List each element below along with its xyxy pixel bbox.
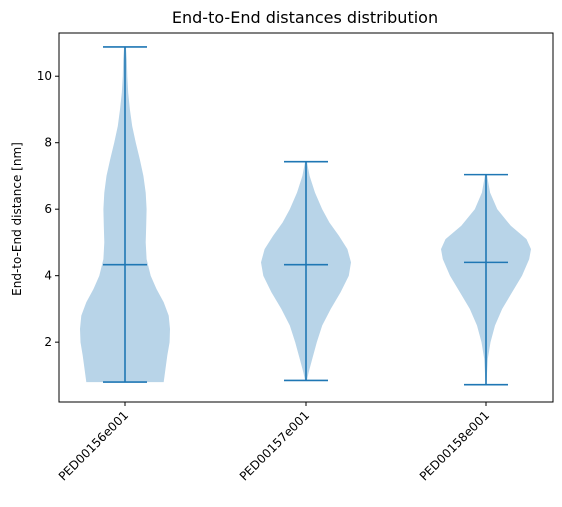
y-tick-label: 2: [44, 335, 52, 349]
y-tick-label: 10: [37, 69, 52, 83]
y-axis: 2 4 6 8 10: [37, 69, 59, 349]
x-tick-label: PED00156e001: [56, 408, 131, 483]
x-tick-label: PED00157e001: [237, 408, 312, 483]
x-tick-label: PED00158e001: [417, 408, 492, 483]
chart-title: End-to-End distances distribution: [172, 8, 438, 27]
plot-area: [80, 46, 531, 386]
x-axis: PED00156e001 PED00157e001 PED00158e001: [56, 402, 492, 484]
y-tick-label: 6: [44, 202, 52, 216]
violin-PED00156e001: [80, 46, 170, 383]
violin-PED00157e001: [261, 160, 351, 382]
y-axis-label: End-to-End distance [nm]: [10, 142, 24, 296]
y-tick-label: 8: [44, 136, 52, 150]
violin-PED00158e001: [441, 173, 531, 386]
y-tick-label: 4: [44, 269, 52, 283]
